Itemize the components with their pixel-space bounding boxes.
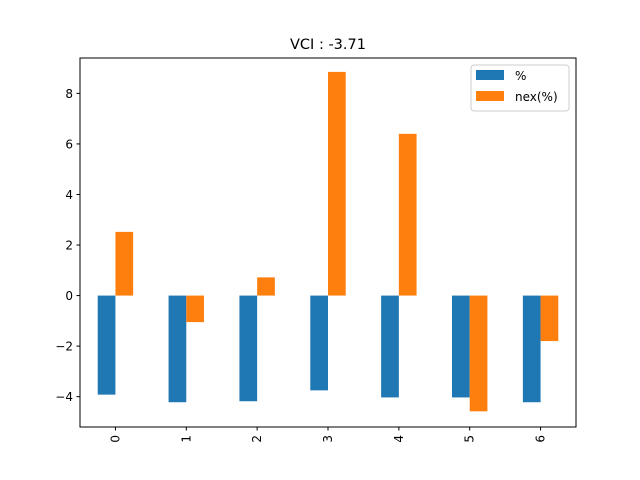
legend-swatch-1 [476,91,504,101]
x-tick-label: 4 [392,435,406,443]
y-axis: −4 −2 0 2 4 6 8 [55,87,80,404]
y-tick-label: −4 [55,390,73,404]
bar-pct-2 [239,295,258,402]
bar-nex-6 [540,295,559,342]
x-tick-label: 2 [250,435,264,443]
y-tick-label: 0 [65,289,73,303]
x-axis: 0 1 2 3 4 5 6 [108,427,548,443]
x-tick-label: 0 [108,435,122,443]
bar-nex-4 [398,133,417,296]
bar-nex-5 [469,295,488,412]
bar-nex-3 [328,71,346,296]
plot-frame [79,57,577,428]
chart-title: VCI : -3.71 [290,37,366,53]
bar-pct-0 [97,295,116,395]
bar-nex-1 [186,295,204,323]
y-tick-label: 4 [65,188,73,202]
legend-label-0: % [515,69,526,83]
y-tick-label: 2 [65,239,73,253]
bars [97,71,559,412]
x-tick-label: 3 [321,435,335,443]
legend-swatch-0 [476,70,504,80]
bar-pct-3 [310,295,328,391]
bar-nex-0 [115,231,134,296]
bar-nex-2 [257,277,275,296]
legend: % nex(%) [470,64,570,112]
x-tick-label: 5 [463,435,477,443]
y-tick-label: −2 [55,340,73,354]
x-tick-label: 1 [179,435,193,443]
y-tick-label: 8 [65,87,73,101]
bar-pct-1 [168,295,187,403]
x-tick-label: 6 [534,435,548,443]
bar-pct-4 [381,295,399,398]
bar-pct-5 [452,295,470,398]
bar-pct-6 [522,295,541,403]
legend-label-1: nex(%) [515,90,558,104]
y-tick-label: 6 [65,137,73,151]
